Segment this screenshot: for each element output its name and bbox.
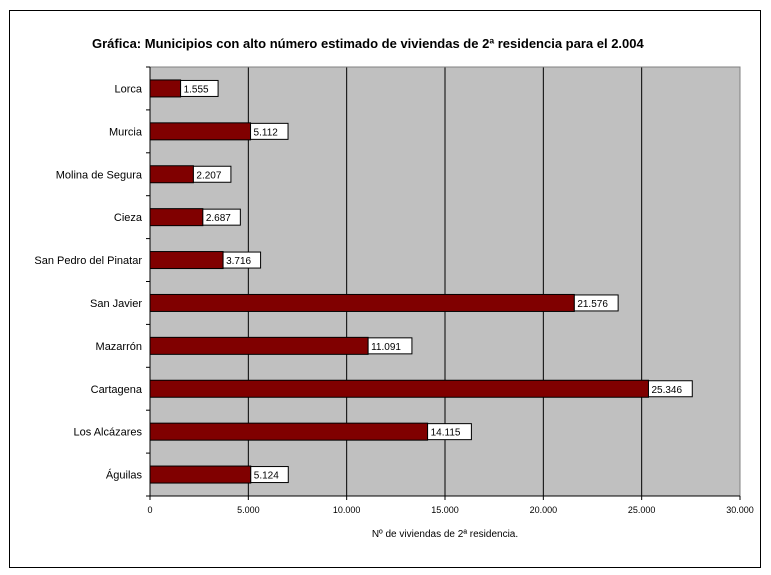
category-label-1: Murcia	[109, 126, 143, 138]
value-label-box-1	[250, 122, 289, 140]
category-label-5: San Javier	[90, 298, 142, 310]
value-label-box-4	[222, 251, 262, 269]
chart-title: Gráfica: Municipios con alto número esti…	[92, 36, 644, 51]
bar-8	[149, 422, 429, 441]
bar-0	[149, 79, 182, 98]
value-label-box-0	[180, 79, 219, 97]
category-label-6: Mazarrón	[96, 341, 142, 353]
x-tick-label-2: 10.000	[333, 505, 361, 515]
value-label-3: 2.687	[206, 213, 231, 224]
value-label-6: 11.091	[371, 342, 401, 353]
bar-3	[149, 208, 204, 227]
value-label-8: 14.115	[431, 428, 461, 439]
x-tick-label-4: 20.000	[530, 505, 558, 515]
bar-6	[149, 336, 369, 355]
value-label-7: 25.346	[651, 385, 682, 396]
value-label-box-8	[427, 423, 472, 441]
value-label-box-2	[192, 165, 232, 183]
x-tick-label-0: 0	[147, 505, 152, 515]
category-label-7: Cartagena	[91, 384, 143, 396]
bar-4	[149, 251, 224, 270]
value-label-4: 3.716	[226, 256, 251, 267]
bar-1	[149, 122, 252, 141]
value-label-5: 21.576	[577, 299, 608, 310]
value-label-box-3	[202, 208, 241, 226]
value-label-box-5	[573, 294, 619, 312]
category-label-9: Águilas	[106, 469, 143, 482]
category-label-8: Los Alcázares	[74, 427, 143, 439]
value-label-9: 5.124	[254, 471, 279, 482]
bar-9	[149, 465, 252, 484]
value-label-1: 5.112	[254, 127, 279, 138]
x-tick-label-3: 15.000	[431, 505, 459, 515]
category-label-0: Lorca	[114, 83, 142, 95]
category-label-2: Molina de Segura	[56, 169, 143, 181]
category-label-3: Cieza	[114, 212, 143, 224]
value-label-box-6	[367, 337, 413, 355]
x-tick-label-1: 5.000	[237, 505, 260, 515]
x-axis-label: Nº de viviendas de 2ª residencia.	[371, 529, 519, 540]
bar-7	[149, 379, 649, 398]
bar-2	[149, 165, 194, 184]
value-label-0: 1.555	[184, 84, 209, 95]
value-label-box-7	[647, 380, 693, 398]
value-label-2: 2.207	[196, 170, 221, 181]
category-label-4: San Pedro del Pinatar	[34, 255, 142, 267]
bar-5	[149, 293, 575, 312]
value-label-box-9	[250, 466, 289, 484]
x-tick-label-5: 25.000	[628, 505, 656, 515]
x-tick-label-6: 30.000	[726, 505, 754, 515]
